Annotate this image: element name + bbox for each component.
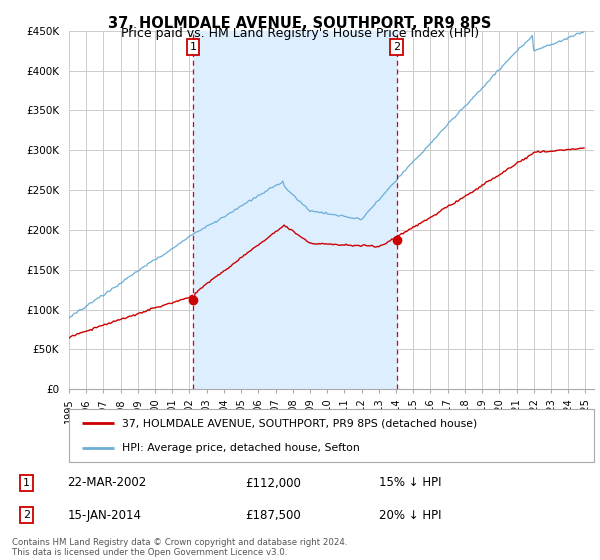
Bar (193, 31, 397, 389)
Text: 37, HOLMDALE AVENUE, SOUTHPORT, PR9 8PS: 37, HOLMDALE AVENUE, SOUTHPORT, PR9 8PS (109, 16, 491, 31)
Text: 22-MAR-2002: 22-MAR-2002 (67, 477, 146, 489)
Text: 37, HOLMDALE AVENUE, SOUTHPORT, PR9 8PS (detached house): 37, HOLMDALE AVENUE, SOUTHPORT, PR9 8PS … (121, 418, 477, 428)
Text: 15-JAN-2014: 15-JAN-2014 (67, 508, 141, 522)
Text: 1: 1 (190, 42, 197, 52)
Text: HPI: Average price, detached house, Sefton: HPI: Average price, detached house, Seft… (121, 442, 359, 452)
Text: 2: 2 (393, 42, 400, 52)
Text: 1: 1 (23, 478, 30, 488)
Text: £187,500: £187,500 (245, 508, 301, 522)
Text: £112,000: £112,000 (245, 477, 301, 489)
Text: 2: 2 (23, 510, 30, 520)
Text: Contains HM Land Registry data © Crown copyright and database right 2024.
This d: Contains HM Land Registry data © Crown c… (12, 538, 347, 557)
Text: 20% ↓ HPI: 20% ↓ HPI (379, 508, 441, 522)
Text: Price paid vs. HM Land Registry's House Price Index (HPI): Price paid vs. HM Land Registry's House … (121, 27, 479, 40)
Text: 15% ↓ HPI: 15% ↓ HPI (379, 477, 441, 489)
